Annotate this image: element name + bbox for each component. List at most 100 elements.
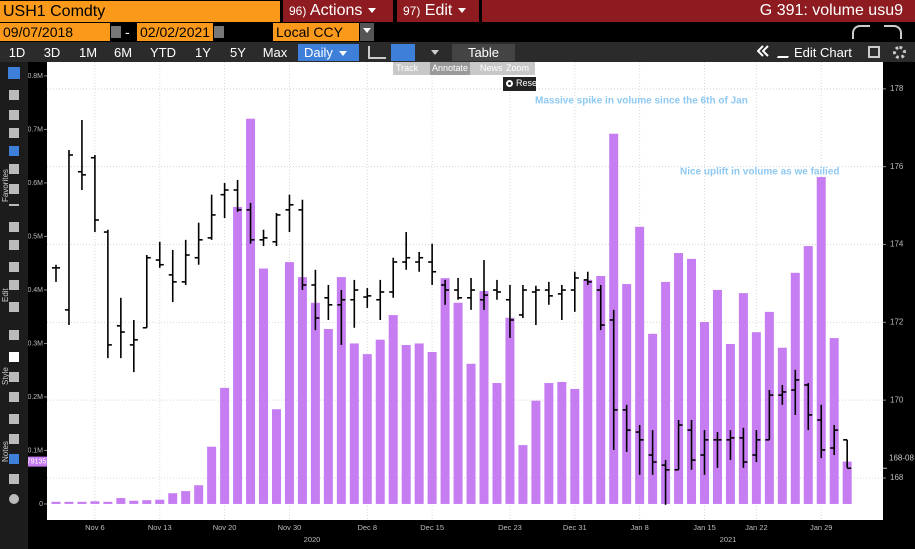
- volume-bar: [531, 400, 541, 504]
- volume-bar: [427, 351, 437, 504]
- tool-label: Annotate: [432, 63, 469, 73]
- text-tool[interactable]: [9, 330, 19, 340]
- pointer-tool[interactable]: [8, 67, 20, 79]
- volume-bar: [518, 445, 528, 504]
- calendar-icon[interactable]: [214, 26, 224, 38]
- collapse-button[interactable]: [755, 44, 770, 61]
- period-button[interactable]: YTD: [141, 44, 185, 61]
- edit-menu[interactable]: 97) Edit: [397, 0, 479, 22]
- table-button[interactable]: Table: [452, 44, 515, 61]
- volume-bar: [596, 276, 606, 504]
- volume-bar: [700, 322, 709, 504]
- period-button[interactable]: 1M: [71, 44, 105, 61]
- end-date: 02/02/2021: [140, 24, 211, 40]
- line-chart-button[interactable]: [368, 46, 386, 59]
- edit-icon[interactable]: [868, 46, 880, 58]
- news-tool[interactable]: News: [480, 62, 503, 75]
- title-bar: USH1 Comdty 96) Actions 97) Edit G 391: …: [0, 0, 915, 22]
- flag-tool[interactable]: [9, 474, 19, 484]
- calendar-icon[interactable]: [111, 26, 121, 38]
- shape-tool[interactable]: [9, 240, 19, 250]
- volume-bar: [583, 279, 593, 504]
- year-label: 2021: [720, 535, 737, 544]
- end-date-field[interactable]: 02/02/2021: [137, 23, 213, 41]
- y-tick-label: 0.2M: [27, 394, 43, 401]
- side-label: Style: [1, 367, 10, 385]
- weight-tool[interactable]: [9, 392, 19, 402]
- delete-tool[interactable]: [9, 302, 19, 312]
- y2-tick-label: 170: [890, 395, 904, 404]
- volume-bar: [103, 501, 113, 504]
- toolbar: Daily Table Edit Chart 1D 3D 1M 6M YTD 1Y 5Y Ma…: [0, 42, 915, 62]
- period-button[interactable]: 3D: [35, 44, 69, 61]
- options-tool[interactable]: [9, 494, 19, 504]
- y-tick-label: 0.5M: [27, 233, 43, 240]
- settings-icon[interactable]: [893, 46, 906, 59]
- regression-tool[interactable]: [9, 164, 19, 174]
- period-button[interactable]: 1Y: [186, 44, 220, 61]
- note-color-tool[interactable]: [9, 454, 19, 464]
- pen-tool[interactable]: [9, 262, 19, 272]
- page-title-bar: G 391: volume usu9: [482, 0, 915, 22]
- period-label: Max: [262, 45, 288, 60]
- color-tool[interactable]: [9, 352, 19, 362]
- currency-field[interactable]: Local CCY: [273, 23, 359, 41]
- year-label: 2020: [304, 535, 321, 544]
- period-label: 5Y: [230, 45, 246, 60]
- period-label: 1M: [78, 45, 98, 60]
- volume-bar: [220, 387, 230, 504]
- x-tick-label: Dec 23: [498, 523, 522, 532]
- menu-label: Actions: [309, 2, 363, 19]
- trend-tool[interactable]: [9, 184, 19, 194]
- track-tool[interactable]: Track: [396, 62, 418, 75]
- volume-bar: [284, 262, 294, 504]
- tool-label: News: [480, 63, 503, 73]
- volume-bar: [674, 253, 684, 504]
- volume-bar: [505, 317, 515, 504]
- period-button[interactable]: 5Y: [221, 44, 255, 61]
- undo-button[interactable]: [852, 25, 870, 39]
- comment-tool[interactable]: [9, 434, 19, 444]
- side-label-text: Notes: [1, 441, 10, 462]
- price-tool[interactable]: [9, 128, 19, 138]
- note-tool[interactable]: [9, 414, 19, 424]
- fib-tool[interactable]: [9, 146, 19, 156]
- chart-type-dropdown[interactable]: [428, 44, 442, 61]
- style-tool[interactable]: [9, 372, 19, 382]
- volume-bar: [64, 501, 74, 504]
- channel-tool[interactable]: [9, 222, 19, 232]
- zoom-tool[interactable]: Zoom: [506, 62, 529, 75]
- ticker-field[interactable]: USH1 Comdty: [0, 1, 280, 22]
- period-button[interactable]: 6M: [106, 44, 140, 61]
- volume-bar: [842, 461, 852, 504]
- volume-bar: [440, 278, 450, 504]
- volume-bar: [622, 284, 632, 504]
- bar-chart-button[interactable]: [391, 44, 415, 61]
- eraser-tool[interactable]: [9, 280, 19, 290]
- edit-chart-label: Edit Chart: [794, 45, 852, 60]
- x-tick-label: Nov 13: [148, 523, 172, 532]
- period-button[interactable]: 1D: [0, 44, 34, 61]
- x-tick-label: Jan 22: [745, 523, 768, 532]
- start-date-field[interactable]: 09/07/2018: [0, 23, 110, 41]
- volume-bar: [466, 363, 476, 504]
- draw-tool[interactable]: [9, 90, 19, 100]
- period-button[interactable]: Max: [256, 44, 294, 61]
- volume-bar: [751, 332, 761, 504]
- y-tick-label: 0.8M: [27, 73, 43, 80]
- volume-bar: [362, 354, 372, 504]
- redo-button[interactable]: [884, 25, 902, 39]
- frequency-dropdown[interactable]: Daily: [298, 44, 359, 61]
- percent-tool[interactable]: [9, 110, 19, 120]
- volume-bar: [90, 501, 100, 504]
- line-tool[interactable]: [9, 204, 19, 206]
- volume-bar: [51, 501, 61, 504]
- edit-chart-button[interactable]: Edit Chart: [776, 44, 860, 61]
- actions-menu[interactable]: 96) Actions: [283, 0, 393, 22]
- volume-bar: [414, 343, 424, 504]
- x-tick-label: Dec 31: [563, 523, 587, 532]
- currency-dropdown[interactable]: [360, 23, 374, 41]
- volume-bar: [803, 246, 813, 504]
- annotate-tool[interactable]: Annotate: [430, 62, 471, 75]
- y2-tick-label: 172: [890, 317, 904, 326]
